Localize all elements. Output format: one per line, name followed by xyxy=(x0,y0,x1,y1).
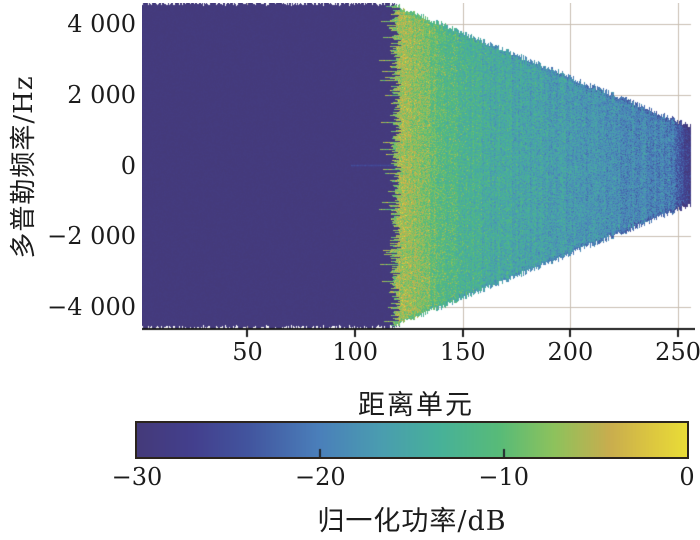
colorbar-tick-label: 0 xyxy=(679,463,695,491)
x-tick-label: 200 xyxy=(547,338,594,366)
colorbar-label: 归一化功率/dB xyxy=(317,506,507,537)
colorbar-tick-label: −10 xyxy=(478,463,529,491)
colorbar-frame xyxy=(135,421,689,459)
y-tick-label: 4 000 xyxy=(67,10,136,39)
y-tick-label: 2 000 xyxy=(67,80,136,109)
y-tick-label: −2 000 xyxy=(47,222,136,251)
x-tick-label: 50 xyxy=(232,338,263,366)
colorbar-tick-label: −20 xyxy=(295,463,346,491)
colorbar-gradient xyxy=(137,423,687,457)
x-tick-label: 150 xyxy=(439,338,486,366)
colorbar-tick-label: −30 xyxy=(111,463,163,491)
heatmap-canvas xyxy=(142,3,695,340)
x-tick-label: 100 xyxy=(332,338,379,366)
y-tick-label: 0 xyxy=(120,151,136,180)
x-axis-label: 距离单元 xyxy=(358,390,474,421)
y-tick-label: −4 000 xyxy=(47,292,136,321)
x-tick-label: 250 xyxy=(655,338,700,366)
